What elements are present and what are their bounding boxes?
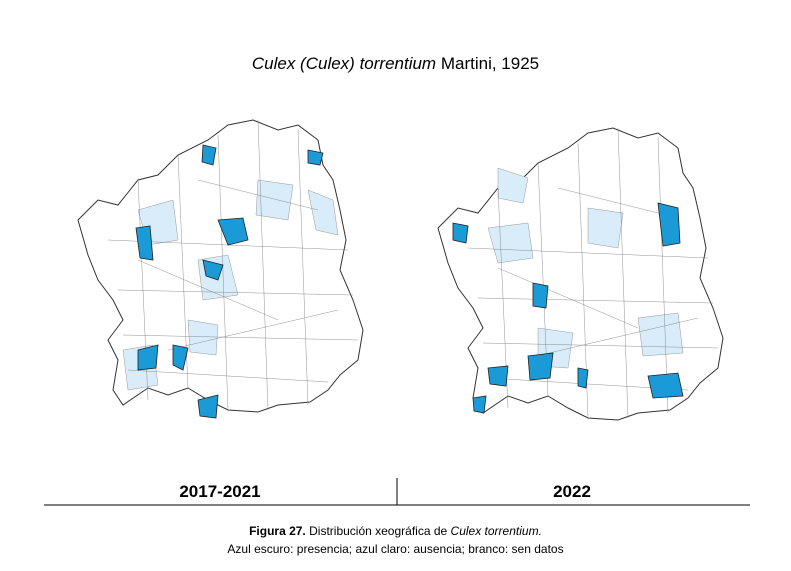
- panel-label: 2017-2021: [179, 482, 261, 501]
- caption: Figura 27. Distribución xeográfica de Cu…: [0, 524, 791, 538]
- map-2022: [437, 127, 724, 421]
- title: Culex (Culex) torrentium Martini, 1925: [0, 54, 791, 74]
- title-author: Martini, 1925: [440, 54, 540, 73]
- caption-legend: Azul escuro: presencia; azul claro: ause…: [227, 542, 564, 556]
- caption-figure: Figura 27.: [249, 524, 306, 538]
- caption-species: Culex torrentium.: [450, 524, 542, 538]
- panel-label: 2022: [553, 482, 591, 501]
- title-species: Culex (Culex) torrentium: [251, 54, 437, 73]
- caption-text: Distribución xeográfica de: [309, 524, 448, 538]
- map-2017-2021: [77, 119, 364, 419]
